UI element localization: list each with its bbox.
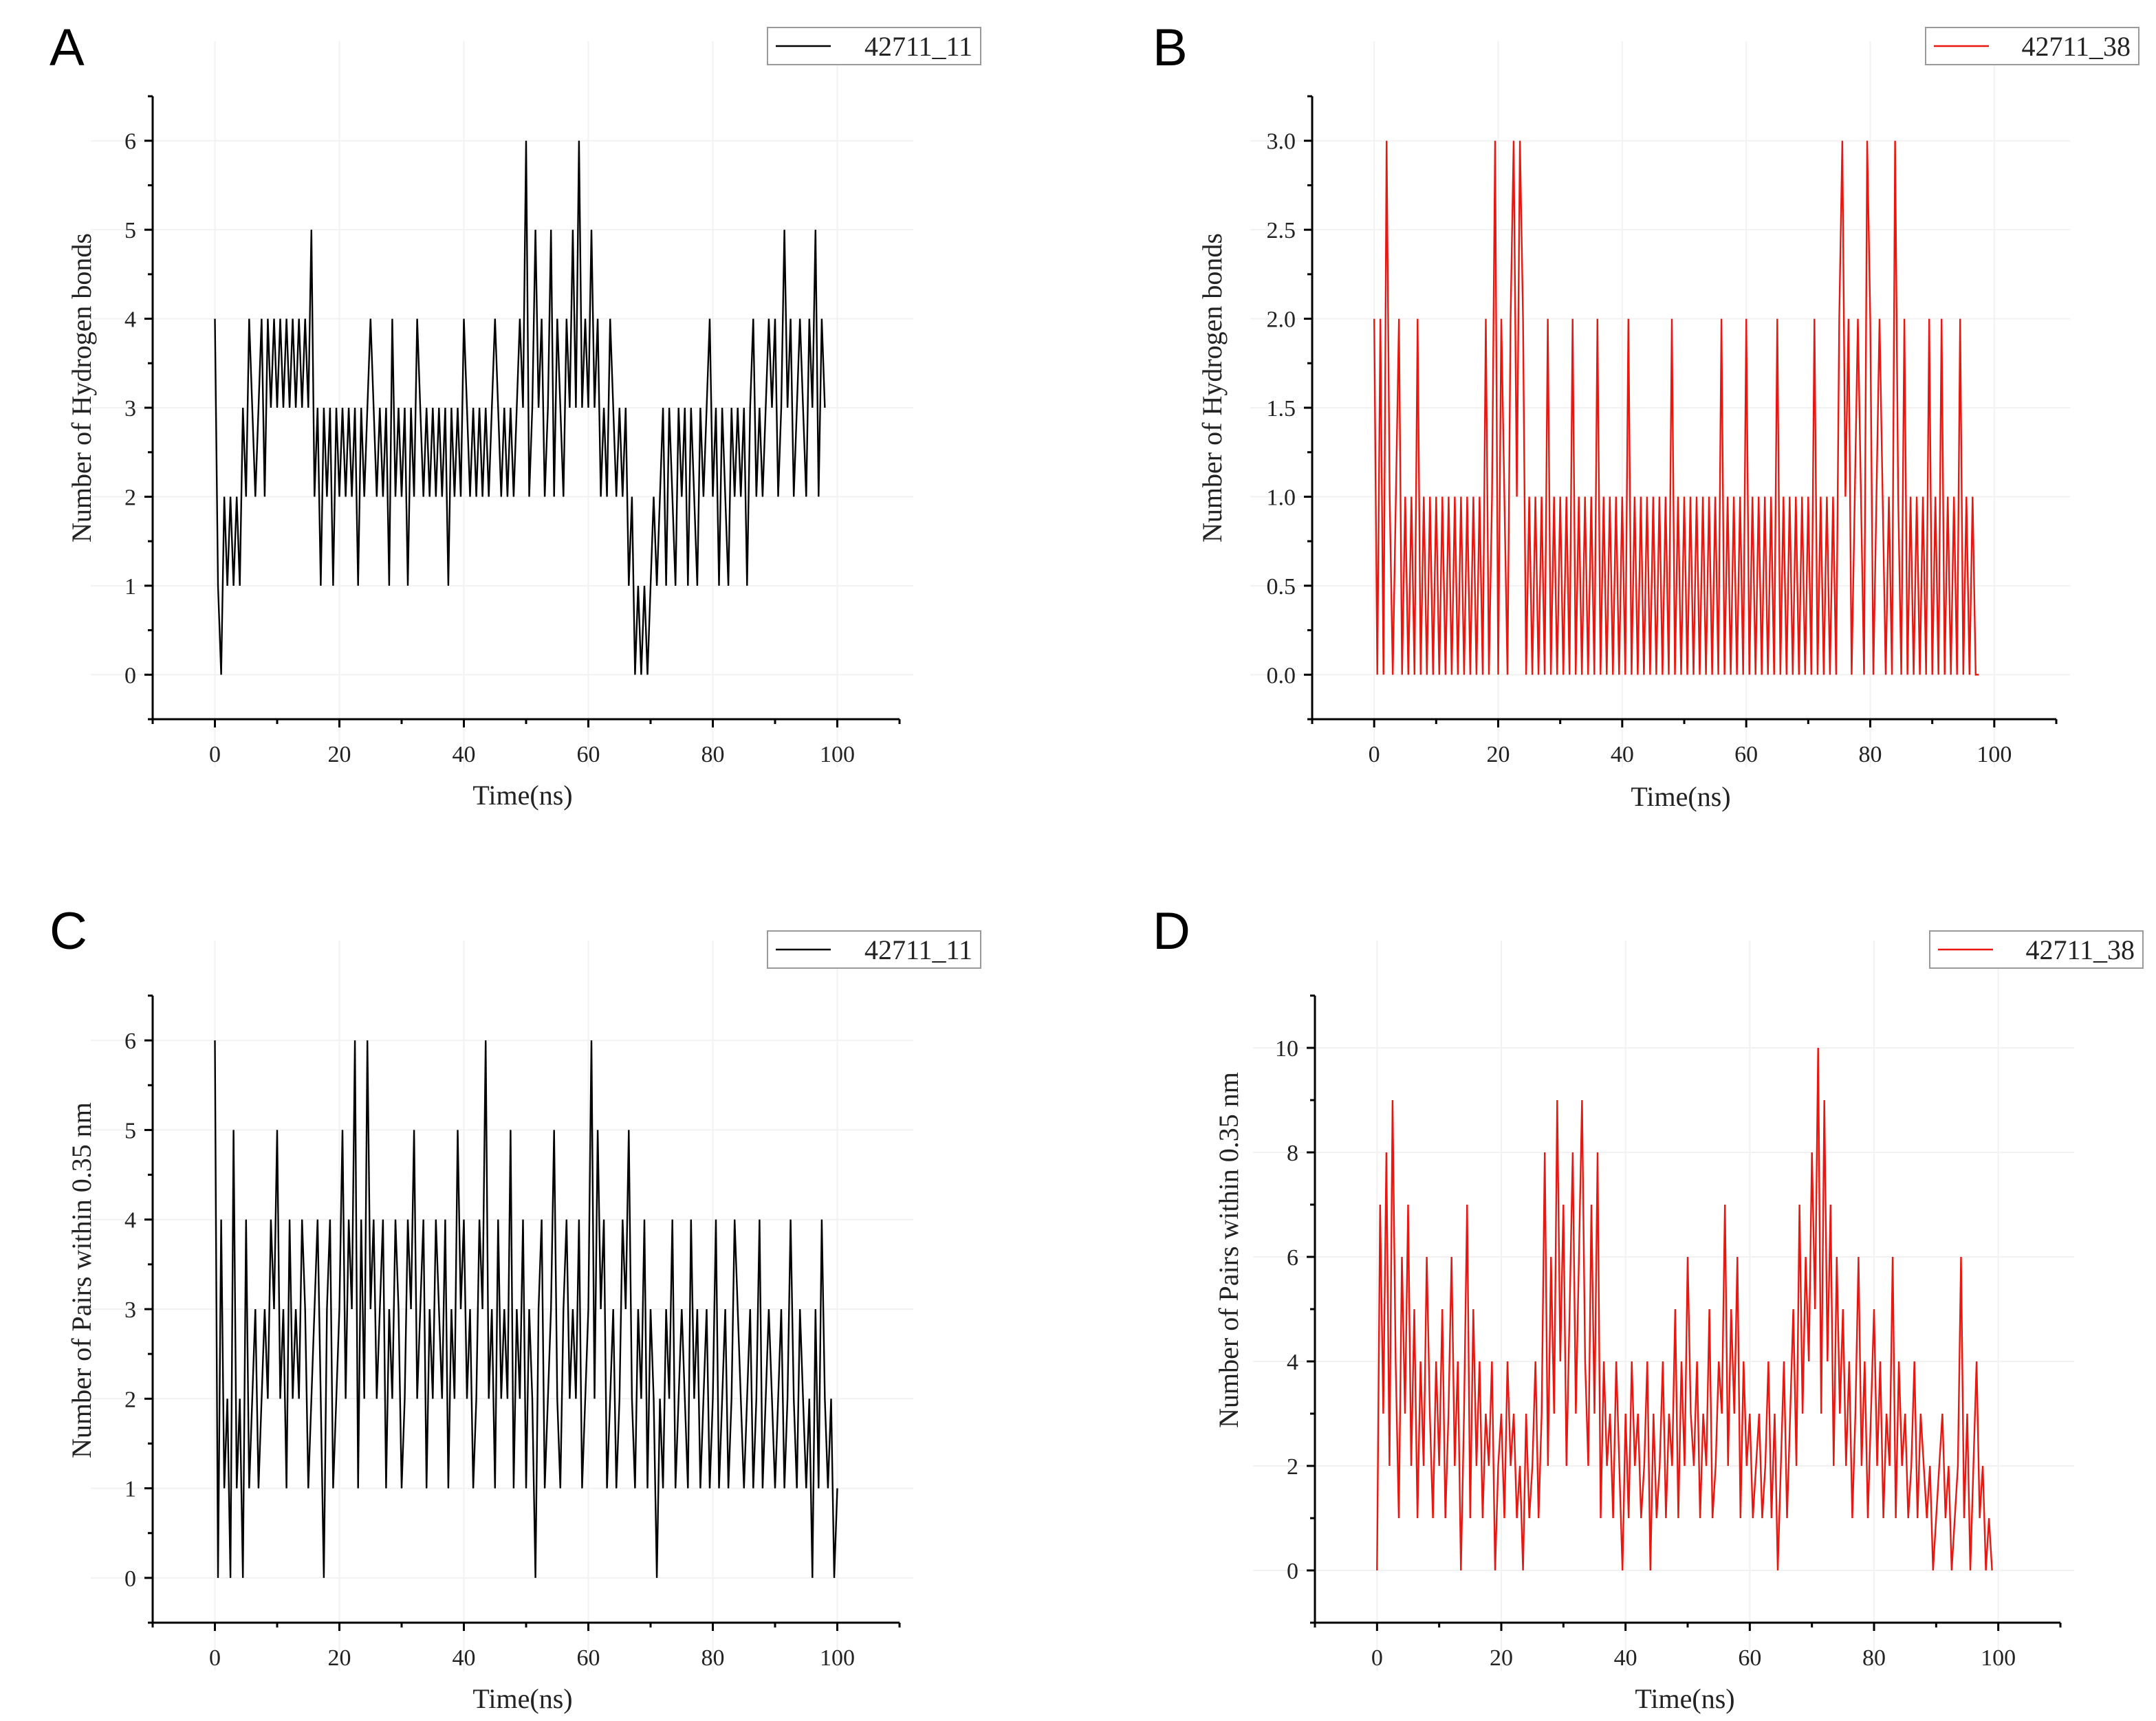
- chart-c-x-axis-title: Time(ns): [472, 1683, 572, 1714]
- chart-b-x-tick-label: 40: [1611, 742, 1634, 767]
- chart-panel-b: B 0 20 40 60 80 100 0.0 0.5 1.0 1.5 2.0 2.5 3.0 4271…: [1153, 19, 2139, 812]
- chart-d-series: [1376, 1047, 1993, 1571]
- chart-c-x-tick-label: 40: [453, 1645, 476, 1671]
- chart-b-x-tick-label: 80: [1859, 742, 1882, 767]
- chart-c-y-tick-label: 2: [124, 1387, 136, 1412]
- chart-a-y-tick-label: 3: [124, 396, 136, 421]
- chart-c-x-tick-label: 100: [820, 1645, 855, 1671]
- chart-a-x-tick-label: 20: [328, 742, 351, 767]
- chart-d-y-axis-title: Number of Pairs within 0.35 nm: [1213, 1072, 1244, 1428]
- chart-a-y-tick-label: 2: [124, 485, 136, 510]
- chart-a-y-tick-label: 6: [124, 129, 136, 155]
- chart-b-x-tick-label: 60: [1734, 742, 1758, 767]
- chart-d-series-line: [1376, 1047, 1993, 1571]
- chart-c-x-tick-label: 80: [701, 1645, 725, 1671]
- chart-d-x-tick-label: 100: [1981, 1645, 2016, 1671]
- panel-letter-c: C: [50, 902, 87, 961]
- chart-a-x-axis-title: Time(ns): [472, 780, 572, 811]
- chart-b-y-tick-label: 0.5: [1267, 574, 1296, 600]
- chart-d-y-tick-label: 10: [1275, 1036, 1298, 1062]
- chart-c-y-tick-label: 5: [124, 1118, 136, 1143]
- panel-letter-a: A: [50, 19, 85, 77]
- chart-b-gridlines: [1250, 41, 2070, 767]
- chart-b-y-axis-title: Number of Hydrogen bonds: [1197, 233, 1228, 542]
- chart-c-y-tick-label: 4: [124, 1208, 136, 1234]
- chart-d-legend: 42711_38: [1929, 930, 2144, 969]
- chart-d-axes: 0 20 40 60 80 100 0 2 4 6 8 10: [1275, 994, 2062, 1671]
- chart-b-y-tick-label: 1.0: [1267, 485, 1296, 510]
- chart-b-x-tick-label: 100: [1977, 742, 2012, 767]
- chart-a-legend-label: 42711_11: [864, 31, 972, 62]
- chart-b-legend-label: 42711_38: [2021, 31, 2131, 62]
- chart-d-y-tick-label: 4: [1287, 1350, 1298, 1375]
- chart-b-y-tick-label: 0.0: [1267, 663, 1296, 688]
- chart-b-legend: 42711_38: [1925, 27, 2139, 65]
- chart-c-y-tick-label: 1: [124, 1477, 136, 1502]
- chart-a-series-line: [214, 140, 826, 675]
- chart-a-y-tick-label: 1: [124, 574, 136, 600]
- chart-c-series: [214, 1040, 838, 1578]
- chart-d-y-tick-label: 0: [1287, 1559, 1298, 1584]
- chart-b-series: [1373, 140, 1979, 676]
- chart-c-series-line: [214, 1040, 838, 1578]
- chart-a-series: [214, 140, 826, 675]
- chart-c-axes: 0 20 40 60 80 100 0 1 2 3 4 5 6: [124, 994, 901, 1671]
- chart-c-legend: 42711_11: [767, 930, 981, 969]
- chart-b-axes: 0 20 40 60 80 100 0.0 0.5 1.0 1.5 2.0 2.5 3.0: [1267, 95, 2058, 767]
- chart-a-axes: 0 20 40 60 80 100 0 1 2 3 4 5 6: [124, 95, 901, 767]
- chart-d-y-tick-label: 2: [1287, 1454, 1298, 1480]
- chart-a-y-tick-label: 0: [124, 663, 136, 688]
- panel-letter-b: B: [1153, 19, 1188, 77]
- chart-a-x-tick-label: 100: [820, 742, 855, 767]
- chart-a-x-tick-label: 0: [209, 742, 221, 767]
- chart-a-x-tick-label: 60: [577, 742, 600, 767]
- chart-c-legend-label: 42711_11: [864, 934, 972, 965]
- chart-a-y-axis-title: Number of Hydrogen bonds: [66, 233, 97, 542]
- chart-a-y-tick-label: 4: [124, 307, 136, 333]
- chart-c-y-tick-label: 0: [124, 1566, 136, 1592]
- chart-d-x-tick-label: 60: [1738, 1645, 1761, 1671]
- chart-d-legend-label: 42711_38: [2025, 934, 2135, 965]
- chart-a-y-tick-label: 5: [124, 218, 136, 243]
- chart-d-y-tick-label: 8: [1287, 1141, 1298, 1166]
- chart-a-gridlines: [91, 41, 913, 767]
- chart-d-x-tick-label: 80: [1862, 1645, 1886, 1671]
- chart-b-series-line: [1373, 140, 1979, 676]
- chart-c-y-axis-title: Number of Pairs within 0.35 nm: [66, 1102, 97, 1458]
- chart-d-x-tick-label: 40: [1614, 1645, 1637, 1671]
- chart-b-x-tick-label: 0: [1369, 742, 1380, 767]
- chart-b-y-tick-label: 3.0: [1267, 129, 1296, 155]
- chart-b-x-axis-title: Time(ns): [1631, 781, 1730, 812]
- chart-d-y-tick-label: 6: [1287, 1245, 1298, 1271]
- chart-a-x-tick-label: 80: [701, 742, 725, 767]
- chart-b-y-tick-label: 2.0: [1267, 307, 1296, 333]
- chart-b-y-tick-label: 1.5: [1267, 396, 1296, 421]
- chart-a-legend: 42711_11: [767, 27, 981, 65]
- chart-c-x-tick-label: 60: [577, 1645, 600, 1671]
- chart-d-x-tick-label: 20: [1490, 1645, 1513, 1671]
- chart-c-x-tick-label: 0: [209, 1645, 221, 1671]
- chart-d-x-tick-label: 0: [1371, 1645, 1383, 1671]
- chart-b-y-tick-label: 2.5: [1267, 218, 1296, 243]
- chart-d-x-axis-title: Time(ns): [1635, 1683, 1734, 1714]
- chart-c-y-tick-label: 3: [124, 1297, 136, 1323]
- chart-b-x-tick-label: 20: [1487, 742, 1510, 767]
- chart-c-x-tick-label: 20: [328, 1645, 351, 1671]
- chart-c-y-tick-label: 6: [124, 1029, 136, 1054]
- chart-a-x-tick-label: 40: [453, 742, 476, 767]
- panel-letter-d: D: [1153, 902, 1190, 961]
